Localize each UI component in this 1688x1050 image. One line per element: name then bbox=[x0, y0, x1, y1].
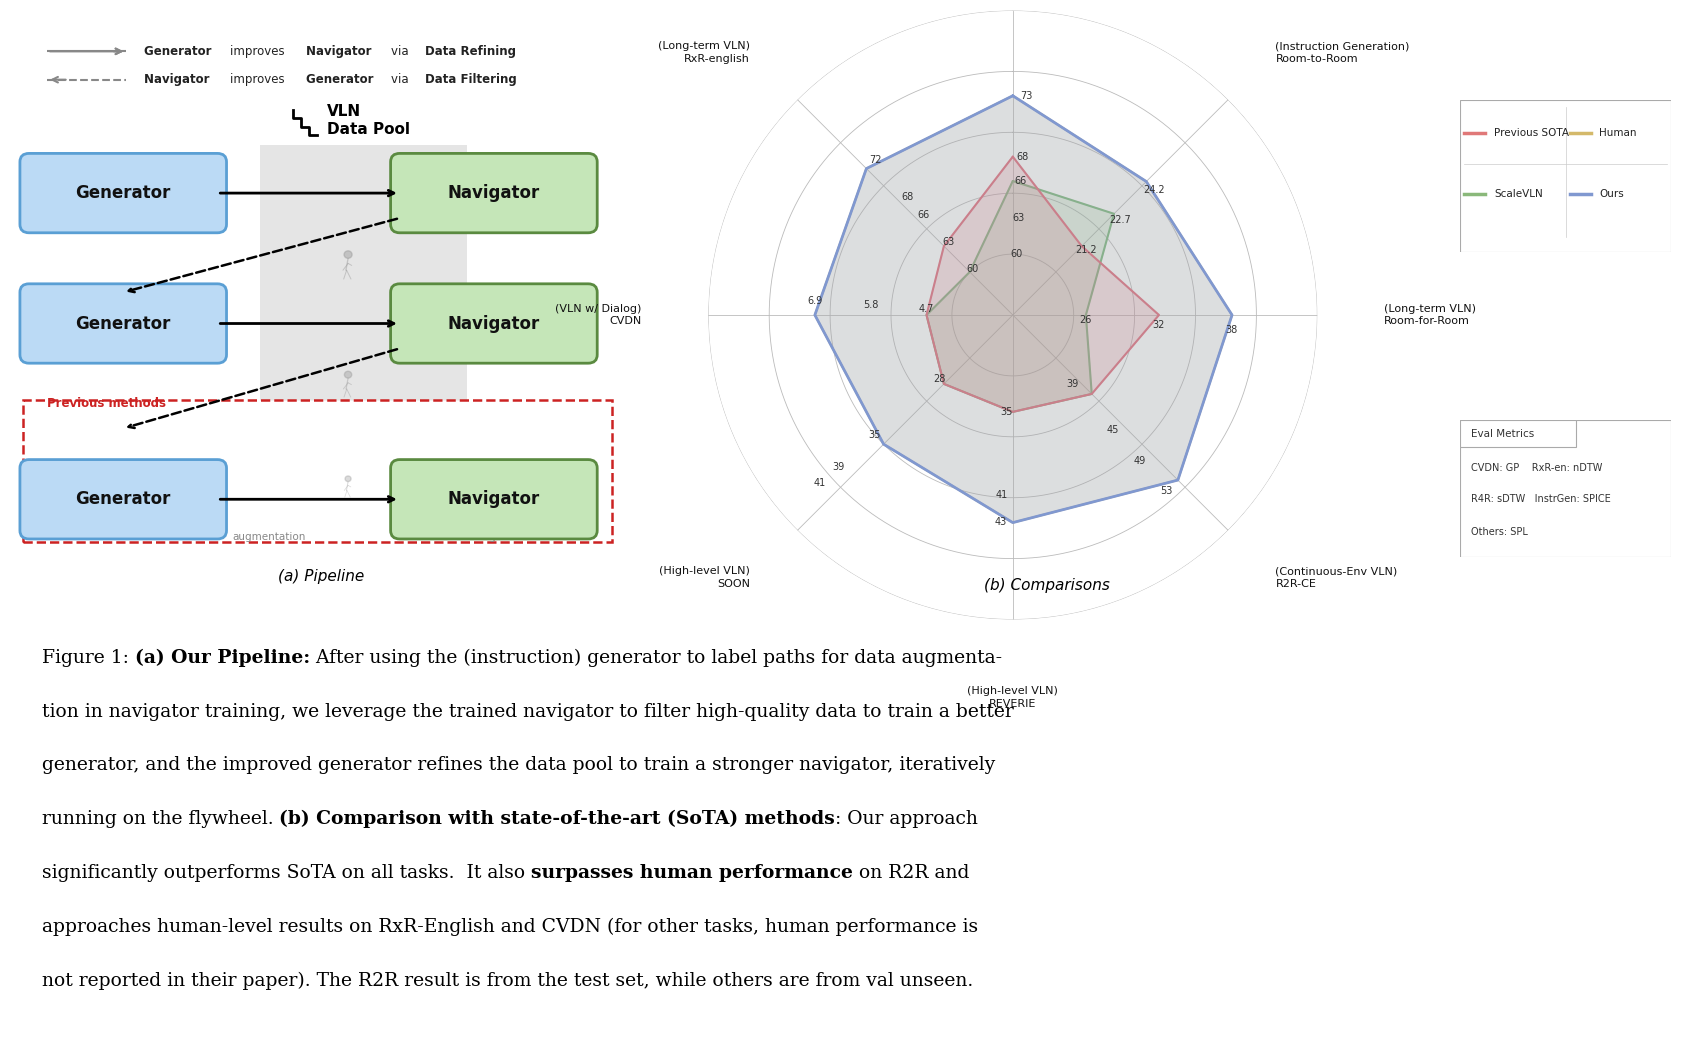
Text: 35: 35 bbox=[1001, 406, 1013, 417]
Polygon shape bbox=[815, 96, 1232, 523]
Text: VLN
Data Pool: VLN Data Pool bbox=[327, 104, 410, 136]
Text: 21.2: 21.2 bbox=[1075, 246, 1097, 255]
Text: Previous SOTA: Previous SOTA bbox=[1494, 128, 1568, 139]
Text: Generator: Generator bbox=[76, 184, 170, 202]
Text: ScaleVLN: ScaleVLN bbox=[1494, 189, 1543, 200]
Text: Navigator: Navigator bbox=[447, 490, 540, 508]
Text: 41: 41 bbox=[814, 478, 825, 488]
Circle shape bbox=[344, 251, 353, 258]
Text: (Continuous-Env VLN)
R2R-CE: (Continuous-Env VLN) R2R-CE bbox=[1276, 567, 1398, 589]
Text: Eval Metrics: Eval Metrics bbox=[1470, 428, 1534, 439]
Text: R4R: sDTW   InstrGen: SPICE: R4R: sDTW InstrGen: SPICE bbox=[1470, 495, 1610, 504]
Text: (Instruction Generation)
Room-to-Room: (Instruction Generation) Room-to-Room bbox=[1276, 41, 1409, 63]
Text: (b) Comparisons: (b) Comparisons bbox=[984, 579, 1109, 593]
Text: (Long-term VLN)
Room-for-Room: (Long-term VLN) Room-for-Room bbox=[1384, 303, 1477, 327]
Text: After using the (instruction) generator to label paths for data augmenta-: After using the (instruction) generator … bbox=[311, 649, 1003, 667]
Text: 68: 68 bbox=[1016, 152, 1028, 162]
Circle shape bbox=[344, 476, 351, 482]
FancyBboxPatch shape bbox=[20, 460, 226, 539]
Text: (High-level VLN)
REVERIE: (High-level VLN) REVERIE bbox=[967, 687, 1058, 709]
Polygon shape bbox=[815, 96, 1232, 523]
Text: tion in navigator training, we leverage the trained navigator to filter high-qua: tion in navigator training, we leverage … bbox=[42, 702, 1013, 720]
Text: significantly outperforms SoTA on all tasks.  It also: significantly outperforms SoTA on all ta… bbox=[42, 864, 530, 882]
Text: Human: Human bbox=[1600, 128, 1637, 139]
FancyBboxPatch shape bbox=[20, 284, 226, 363]
Text: 66: 66 bbox=[1014, 176, 1026, 186]
Polygon shape bbox=[927, 181, 1114, 412]
Text: 72: 72 bbox=[869, 155, 881, 165]
Text: surpasses human performance: surpasses human performance bbox=[530, 864, 852, 882]
Text: CVDN: GP    RxR-en: nDTW: CVDN: GP RxR-en: nDTW bbox=[1470, 463, 1602, 472]
Text: Navigator: Navigator bbox=[447, 315, 540, 333]
Text: 68: 68 bbox=[901, 191, 913, 202]
FancyBboxPatch shape bbox=[20, 153, 226, 233]
Text: Generator: Generator bbox=[76, 315, 170, 333]
Text: Generator: Generator bbox=[76, 490, 170, 508]
Text: 24.2: 24.2 bbox=[1143, 185, 1165, 194]
Text: via: via bbox=[392, 45, 412, 58]
Text: (b) Comparison with state-of-the-art (SoTA) methods: (b) Comparison with state-of-the-art (So… bbox=[279, 811, 836, 828]
Text: 35: 35 bbox=[869, 429, 881, 440]
Text: Others: SPL: Others: SPL bbox=[1470, 527, 1528, 537]
Text: 39: 39 bbox=[1067, 379, 1079, 388]
Text: 26: 26 bbox=[1080, 315, 1092, 326]
FancyBboxPatch shape bbox=[260, 145, 466, 405]
Text: Previous methods: Previous methods bbox=[47, 397, 165, 411]
Text: training: training bbox=[456, 531, 496, 542]
Text: running on the flywheel.: running on the flywheel. bbox=[42, 811, 279, 828]
Text: Generator: Generator bbox=[145, 45, 216, 58]
Text: 39: 39 bbox=[832, 462, 844, 471]
FancyBboxPatch shape bbox=[390, 284, 598, 363]
Text: 60: 60 bbox=[1011, 249, 1023, 259]
Text: Data Filtering: Data Filtering bbox=[425, 74, 517, 86]
Text: 53: 53 bbox=[1160, 486, 1171, 497]
Text: 32: 32 bbox=[1153, 320, 1165, 330]
Circle shape bbox=[344, 372, 351, 378]
Text: 4.7: 4.7 bbox=[918, 303, 935, 314]
Text: 38: 38 bbox=[1225, 326, 1237, 335]
Text: 73: 73 bbox=[1020, 91, 1031, 101]
Text: 6.9: 6.9 bbox=[809, 296, 824, 307]
Text: Navigator: Navigator bbox=[145, 74, 214, 86]
Text: generator, and the improved generator refines the data pool to train a stronger : generator, and the improved generator re… bbox=[42, 756, 994, 775]
Text: (Long-term VLN)
RxR-english: (Long-term VLN) RxR-english bbox=[658, 41, 749, 63]
Text: (VLN w/ Dialog)
CVDN: (VLN w/ Dialog) CVDN bbox=[555, 303, 641, 327]
Text: 41: 41 bbox=[996, 489, 1008, 500]
Text: augmentation: augmentation bbox=[233, 531, 306, 542]
Text: 5.8: 5.8 bbox=[863, 300, 879, 310]
Text: (High-level VLN)
SOON: (High-level VLN) SOON bbox=[660, 567, 749, 589]
FancyBboxPatch shape bbox=[24, 400, 613, 542]
Text: approaches human-level results on RxR-English and CVDN (for other tasks, human p: approaches human-level results on RxR-En… bbox=[42, 918, 977, 936]
Text: Ours: Ours bbox=[1600, 189, 1624, 200]
FancyBboxPatch shape bbox=[390, 153, 598, 233]
Text: 49: 49 bbox=[1133, 456, 1146, 465]
Text: 60: 60 bbox=[966, 265, 979, 274]
Text: (a) Pipeline: (a) Pipeline bbox=[277, 569, 365, 584]
Text: Figure 1:: Figure 1: bbox=[42, 649, 135, 667]
Text: 28: 28 bbox=[933, 374, 945, 384]
Polygon shape bbox=[927, 156, 1160, 412]
Text: via: via bbox=[392, 74, 412, 86]
Text: 63: 63 bbox=[942, 237, 954, 247]
Text: not reported in their paper). The R2R result is from the test set, while others : not reported in their paper). The R2R re… bbox=[42, 971, 972, 990]
Text: improves: improves bbox=[230, 45, 289, 58]
FancyBboxPatch shape bbox=[390, 460, 598, 539]
Text: Data Refining: Data Refining bbox=[425, 45, 517, 58]
Text: 63: 63 bbox=[1013, 213, 1025, 223]
Text: Navigator: Navigator bbox=[447, 184, 540, 202]
Text: 43: 43 bbox=[994, 518, 1006, 527]
Bar bbox=[1460, 420, 1577, 447]
Text: (a) Our Pipeline:: (a) Our Pipeline: bbox=[135, 649, 311, 667]
Text: : Our approach: : Our approach bbox=[836, 811, 977, 828]
Text: 45: 45 bbox=[1106, 425, 1119, 435]
Text: 22.7: 22.7 bbox=[1109, 215, 1131, 225]
Text: improves: improves bbox=[230, 74, 289, 86]
Text: on R2R and: on R2R and bbox=[852, 864, 969, 882]
Text: Generator: Generator bbox=[306, 74, 378, 86]
Text: Navigator: Navigator bbox=[306, 45, 376, 58]
Text: 66: 66 bbox=[918, 210, 930, 219]
